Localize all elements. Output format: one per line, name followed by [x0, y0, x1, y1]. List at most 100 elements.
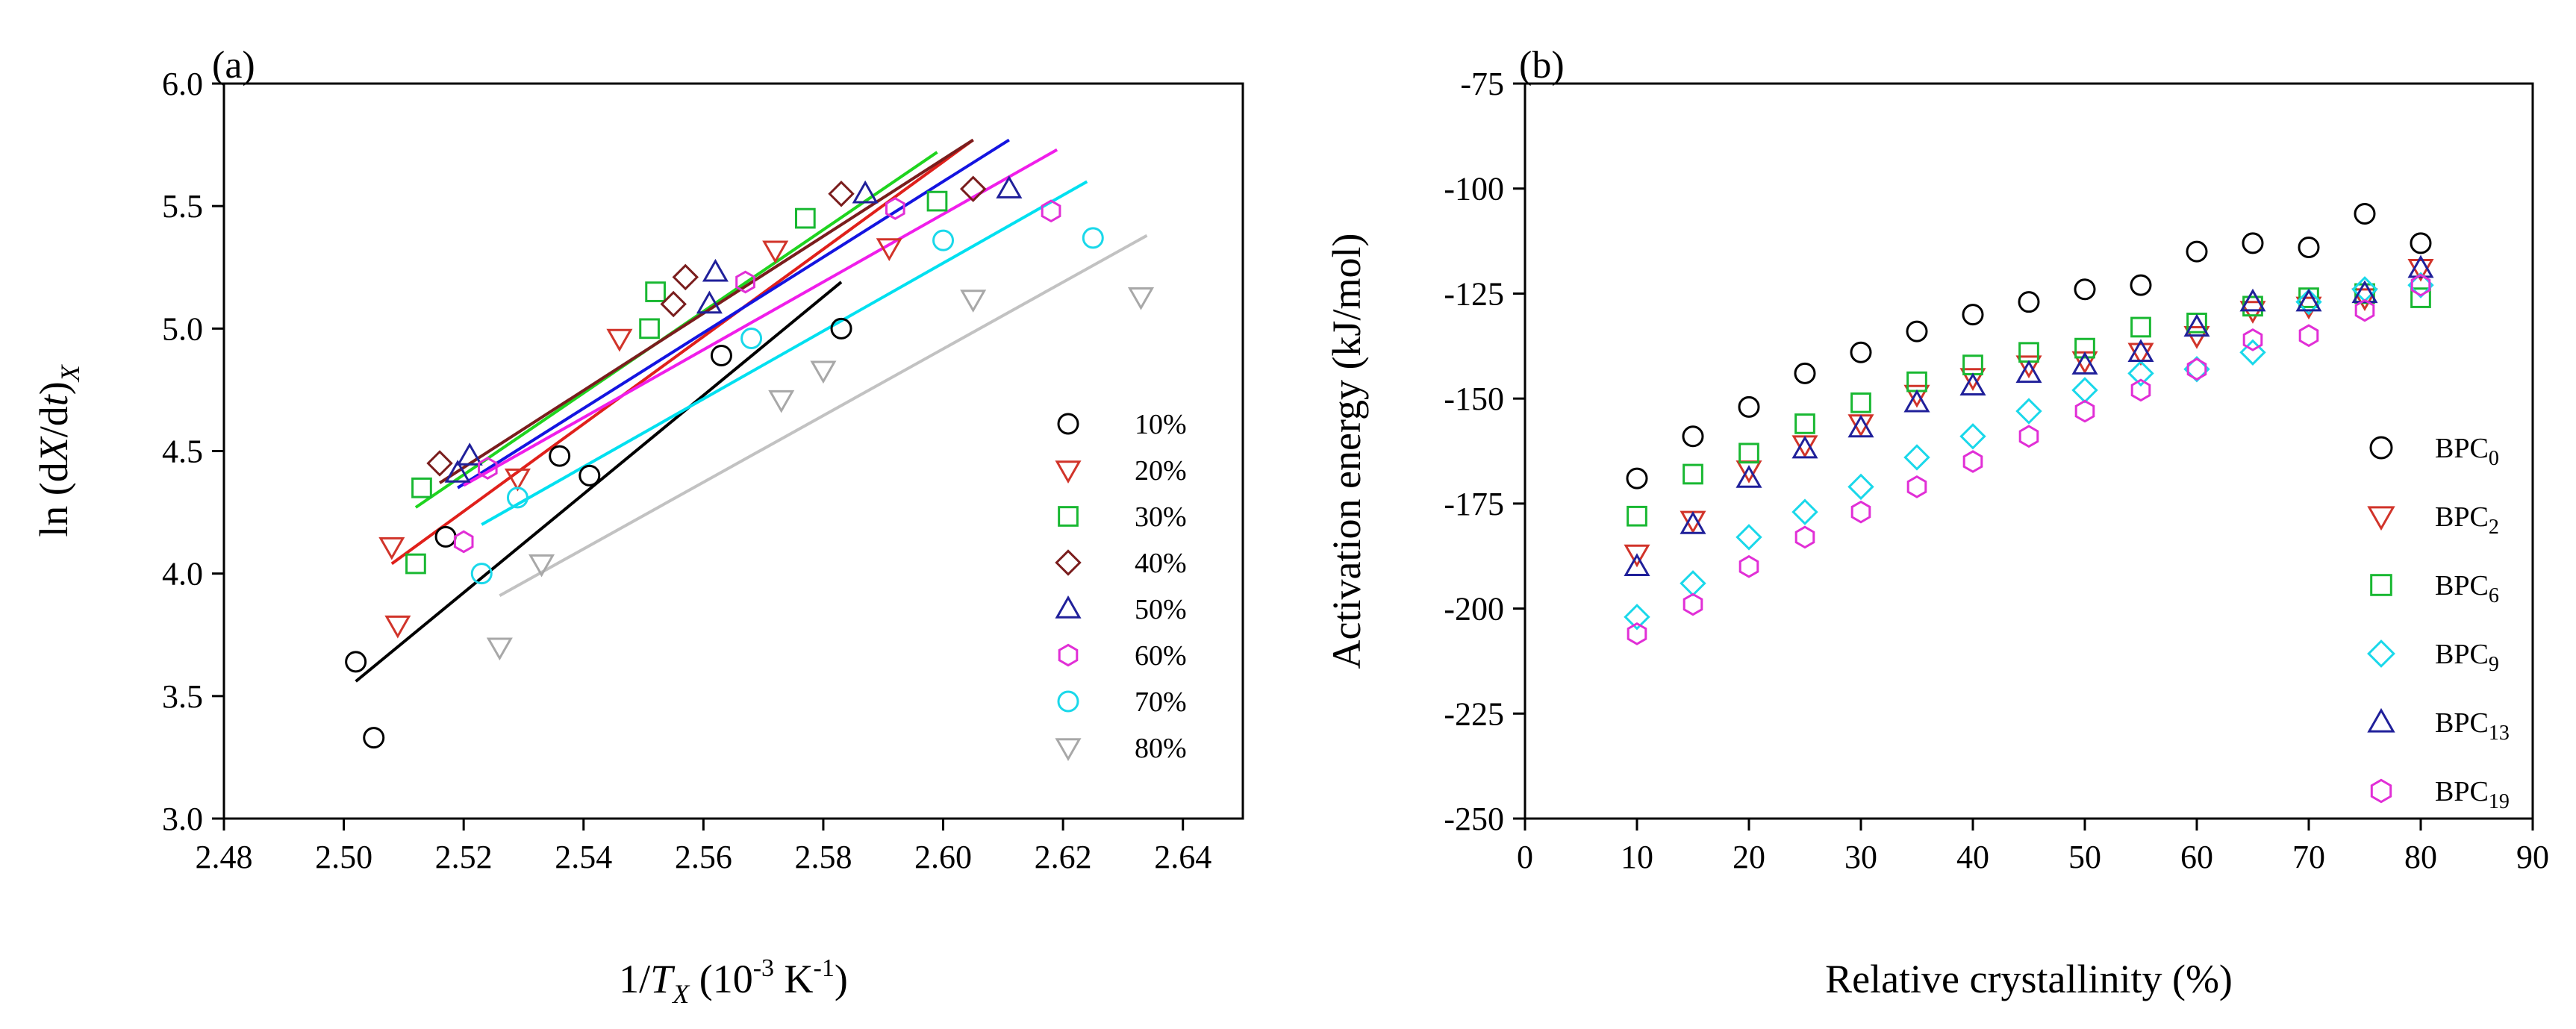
panel-b-legend-marker-4 — [2367, 707, 2395, 733]
panel-a-y-tick-label: 5.0 — [162, 310, 203, 347]
panel-b-y-tick-label: -150 — [1444, 381, 1504, 417]
panel-a-point-series-1 — [384, 615, 411, 639]
panel-b-y-tick-label: -250 — [1444, 801, 1504, 837]
panel-b-point-series-3 — [1959, 423, 1986, 450]
panel-a-y-axis-title: ln (dX/dt)X — [31, 363, 85, 537]
panel-b-y-tick-label: -100 — [1444, 171, 1504, 207]
panel-a-point-series-1 — [606, 328, 633, 352]
panel-b-point-series-4 — [2407, 254, 2434, 278]
panel-a-legend-marker-1 — [1055, 460, 1082, 484]
panel-a-point-series-2 — [645, 281, 666, 302]
panel-a-point-series-5 — [735, 270, 755, 294]
panel-b-point-series-3 — [2071, 377, 2098, 404]
panel-b-point-series-2 — [1962, 354, 1983, 375]
panel-a-legend-label-5: 60% — [1135, 640, 1187, 672]
panel-a-x-axis-title: 1/TX (10-3 K-1) — [619, 954, 848, 1009]
panel-b-point-series-1 — [2351, 288, 2378, 312]
panel-a-x-tick-label: 2.56 — [675, 839, 732, 875]
panel-a-fit-line-0 — [355, 281, 843, 683]
panel-b-point-series-4 — [2071, 351, 2098, 375]
panel-a-legend-label-7: 80% — [1135, 733, 1187, 764]
panel-a-plot-frame — [222, 82, 1244, 820]
panel-b-point-series-4 — [1959, 372, 1986, 395]
panel-a-legend-marker-6 — [1057, 690, 1079, 713]
panel-b-point-series-1 — [1624, 544, 1650, 568]
panel-a-legend-label-2: 30% — [1135, 501, 1187, 533]
panel-b-point-series-5 — [1682, 592, 1703, 616]
panel-b-point-series-4 — [1735, 465, 1762, 488]
panel-a-legend-marker-5 — [1058, 643, 1079, 667]
panel-a-legend-marker-4 — [1055, 595, 1082, 619]
panel-a-point-series-0 — [830, 317, 852, 340]
panel-b-point-series-0 — [2298, 237, 2320, 259]
panel-b-point-series-1 — [1735, 460, 1762, 484]
panel-b-point-series-4 — [2183, 313, 2210, 337]
panel-b-x-tick-label: 50 — [2068, 839, 2101, 875]
panel-a-fit-line-5 — [463, 148, 1058, 487]
panel-a-legend-label-6: 70% — [1135, 686, 1187, 718]
panel-b-x-axis-title: Relative crystallinity (%) — [1825, 957, 2233, 1001]
panel-b-point-series-0 — [1682, 425, 1704, 448]
panel-a-point-series-3 — [672, 263, 699, 291]
panel-b-point-series-4 — [2295, 288, 2322, 312]
panel-b-point-series-5 — [2354, 298, 2375, 322]
panel-b-chart: 0 10 20 30 40 50 60 70 80 90 -75 -100 -125 -150 -175 -2… — [1324, 44, 2549, 1001]
panel-b-plot-frame — [1524, 82, 2534, 820]
panel-a-point-series-3 — [828, 181, 855, 207]
panel-a-y-tick-label: 3.0 — [162, 801, 203, 837]
panel-b-point-series-5 — [2410, 273, 2431, 297]
panel-b-point-series-0 — [1962, 304, 1984, 326]
panel-a-point-series-5 — [1041, 199, 1061, 223]
panel-a-y-tick-label: 4.5 — [162, 434, 203, 470]
panel-b-point-series-1 — [2183, 326, 2210, 349]
panel-b-point-series-0 — [2018, 291, 2040, 313]
panel-b-x-tick-label: 20 — [1733, 839, 1765, 875]
panel-b-legend-label-5: BPC19 — [2435, 776, 2510, 813]
panel-a-legend-label-0: 10% — [1135, 409, 1187, 440]
panel-b-x-tick-label: 90 — [2516, 839, 2549, 875]
panel-b-point-series-4 — [1903, 389, 1930, 413]
panel-a-point-series-7 — [810, 360, 837, 384]
panel-b-x-tick-label: 80 — [2404, 839, 2437, 875]
panel-b-point-series-4 — [2239, 288, 2266, 312]
panel-b-point-series-3 — [2239, 339, 2266, 366]
panel-b-point-series-2 — [2130, 316, 2151, 338]
panel-b-x-tick-label: 30 — [1844, 839, 1877, 875]
panel-b-point-series-2 — [1850, 392, 1871, 413]
panel-a-point-series-3 — [959, 175, 987, 202]
panel-b-point-series-5 — [2298, 324, 2319, 348]
panel-b-point-series-4 — [1847, 414, 1874, 438]
panel-b-point-series-1 — [2239, 301, 2266, 324]
panel-a-y-tick-label: 6.0 — [162, 66, 203, 102]
panel-a-point-series-2 — [795, 207, 816, 229]
panel-a-point-series-6 — [932, 229, 955, 251]
panel-b-point-series-0 — [1738, 395, 1760, 418]
panel-a-legend-marker-3 — [1055, 549, 1082, 576]
panel-a-legend-label-4: 50% — [1135, 594, 1187, 625]
panel-b-point-series-4 — [1680, 511, 1706, 534]
panel-b-point-series-2 — [1682, 463, 1703, 485]
panel-a-point-series-4 — [444, 460, 471, 483]
panel-b-point-series-4 — [2127, 339, 2154, 362]
panel-a-point-series-6 — [470, 563, 493, 585]
panel-a-point-series-0 — [345, 651, 367, 673]
panel-a-point-series-1 — [762, 240, 789, 264]
panel-b-point-series-3 — [1680, 570, 1706, 597]
panel-b-point-series-5 — [2130, 378, 2151, 402]
panel-b-point-series-0 — [2242, 232, 2264, 254]
panel-a-point-series-0 — [434, 525, 457, 548]
panel-b-point-series-5 — [2074, 399, 2095, 423]
panel-b-point-series-5 — [2186, 357, 2207, 381]
panel-b-point-series-0 — [2354, 202, 2376, 225]
panel-a-point-series-5 — [478, 457, 498, 480]
panel-b-point-series-2 — [1906, 371, 1927, 392]
panel-a-x-tick-label: 2.48 — [196, 839, 253, 875]
panel-a-point-series-0 — [578, 464, 601, 487]
panel-b-x-tick-label: 10 — [1621, 839, 1653, 875]
panel-a-point-series-4 — [456, 442, 483, 466]
panel-b-point-series-0 — [2074, 278, 2096, 301]
panel-a-point-series-0 — [710, 344, 732, 366]
panel-a-point-series-2 — [411, 477, 432, 498]
panel-a-legend-marker-0 — [1057, 413, 1079, 435]
panel-b-point-series-4 — [2015, 360, 2042, 384]
